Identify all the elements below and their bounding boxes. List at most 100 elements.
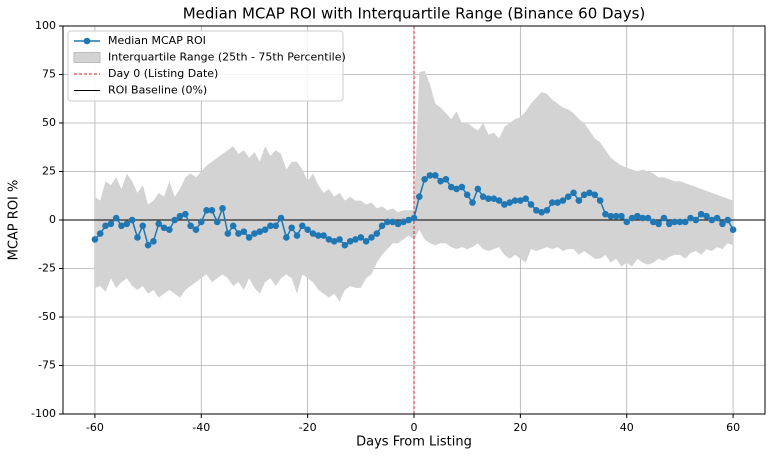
point	[160, 224, 168, 232]
point	[400, 218, 407, 226]
point	[628, 214, 636, 222]
point	[665, 220, 673, 228]
point	[240, 228, 248, 235]
point	[575, 197, 583, 204]
point	[639, 214, 646, 222]
point	[458, 183, 466, 191]
point	[634, 212, 641, 220]
point	[596, 197, 604, 204]
point	[277, 214, 285, 222]
point	[580, 191, 588, 199]
point	[469, 199, 476, 206]
point	[272, 222, 280, 230]
plot-frame	[62, 25, 766, 415]
point	[102, 222, 109, 230]
y-tick-label: 100	[35, 19, 56, 32]
point	[394, 220, 402, 228]
point	[213, 218, 221, 226]
point	[416, 193, 423, 201]
point	[442, 175, 450, 183]
point	[681, 218, 689, 226]
point	[548, 199, 556, 206]
point	[389, 218, 397, 226]
point	[559, 197, 567, 204]
point	[474, 185, 482, 193]
legend-box	[67, 30, 344, 102]
y-tick-label: 75	[42, 68, 56, 81]
point	[586, 189, 593, 197]
legend-label: Median MCAP ROI	[108, 34, 206, 47]
y-tick-label: -75	[38, 359, 56, 372]
point	[261, 226, 269, 233]
point	[134, 234, 141, 241]
point	[320, 232, 327, 239]
x-tick-label: 20	[513, 421, 527, 434]
point	[341, 241, 349, 249]
x-tick-label: -40	[192, 421, 210, 434]
point	[650, 218, 657, 226]
point	[522, 195, 529, 202]
point	[128, 216, 136, 224]
point	[517, 197, 524, 204]
point	[618, 212, 625, 220]
point	[155, 220, 163, 228]
point	[708, 216, 716, 224]
point	[729, 226, 737, 233]
point	[623, 218, 631, 226]
point	[293, 232, 301, 239]
point	[219, 205, 226, 212]
point	[373, 230, 381, 237]
y-tick-label: 50	[42, 116, 56, 129]
point	[256, 228, 264, 235]
point	[612, 212, 620, 220]
point	[384, 218, 391, 226]
point	[538, 208, 545, 216]
point	[368, 234, 375, 241]
x-tick-label: 40	[620, 421, 634, 434]
point	[479, 193, 487, 201]
y-axis-label: MCAP ROI %	[7, 180, 22, 261]
legend-label: Day 0 (Listing Date)	[108, 67, 218, 80]
point	[703, 212, 710, 220]
point	[346, 238, 354, 245]
y-tick-label: 25	[42, 165, 56, 178]
point	[107, 220, 115, 228]
point	[671, 218, 678, 226]
point	[309, 230, 317, 237]
point	[208, 207, 216, 214]
point	[150, 238, 157, 245]
point	[687, 214, 694, 222]
point	[197, 218, 205, 226]
point	[203, 207, 210, 214]
point	[166, 226, 173, 233]
point	[453, 185, 460, 193]
x-tick-label: 60	[726, 421, 740, 434]
point	[426, 172, 434, 179]
point	[724, 216, 732, 224]
point	[352, 236, 359, 243]
legend-item: Interquartile Range (25th - 75th Percent…	[73, 51, 346, 64]
point	[692, 216, 700, 224]
point	[325, 236, 333, 243]
point	[660, 214, 668, 222]
point	[437, 177, 444, 185]
point	[96, 230, 104, 237]
point	[676, 218, 684, 226]
point	[602, 210, 609, 218]
point	[187, 222, 194, 230]
point	[655, 220, 662, 228]
point	[182, 210, 189, 218]
point	[288, 224, 295, 232]
point	[463, 191, 471, 199]
point	[362, 238, 370, 245]
point	[176, 212, 184, 220]
point	[299, 222, 306, 230]
y-tick-label: -50	[38, 310, 56, 323]
point	[123, 220, 131, 228]
legend-item: Median MCAP ROI	[74, 34, 206, 47]
point	[554, 199, 561, 206]
point	[139, 222, 147, 230]
point	[304, 226, 311, 233]
point	[591, 191, 599, 199]
point	[405, 216, 412, 224]
